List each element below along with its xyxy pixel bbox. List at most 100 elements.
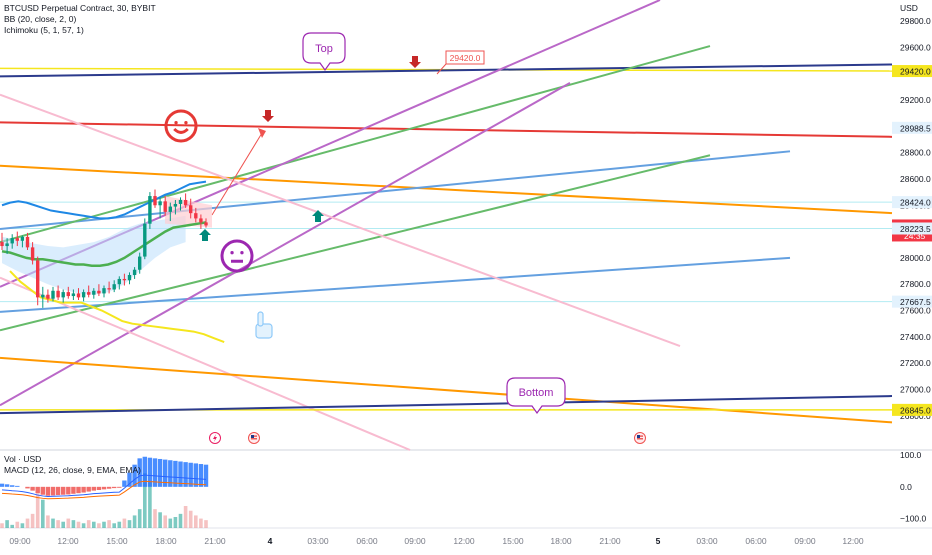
time-axis-label: 15:00: [502, 536, 524, 546]
volume-bar: [168, 518, 173, 528]
macd-histogram-bar: [163, 459, 168, 487]
volume-bar: [0, 523, 4, 528]
price-axis-bg: [892, 0, 932, 550]
price-label-box: [892, 403, 932, 416]
time-axis-label: 12:00: [57, 536, 79, 546]
candle-body: [199, 218, 203, 223]
time-axis-label: 03:00: [307, 536, 329, 546]
vol-legend: Vol · USD: [4, 454, 42, 464]
ichimoku-lagging-span: [9, 270, 225, 344]
price-label-text: 26845.0: [900, 405, 931, 415]
macd-histogram-bar: [183, 462, 188, 487]
candle-body: [46, 294, 50, 299]
candle-body: [183, 200, 188, 206]
bb-legend: BB (20, close, 2, 0): [4, 14, 77, 24]
orange-channel-top: [0, 164, 893, 215]
macd-histogram-bar: [101, 486, 107, 490]
green-trendline-1: [0, 45, 711, 244]
time-axis-label: 06:00: [745, 536, 767, 546]
price-label-box: [892, 65, 932, 78]
price-axis-label: 28800.0: [900, 148, 931, 158]
candles-layer: [0, 189, 208, 308]
macd-line: [1, 474, 207, 497]
volume-bar: [107, 520, 111, 528]
earnings-flash-icon: [209, 432, 221, 444]
navy-trendline-top: [0, 63, 893, 78]
callout-text: Top: [315, 43, 333, 55]
volume-bar: [5, 520, 9, 528]
arrow-down-icon: [262, 110, 274, 122]
candle-body: [168, 206, 172, 212]
time-axis-label: 21:00: [599, 536, 621, 546]
callout-bubble: [302, 32, 346, 72]
macd-histogram-bar: [25, 486, 30, 489]
hand-finger: [257, 311, 264, 327]
macd-histogram-bar: [117, 486, 122, 488]
flag-stripe: [637, 438, 643, 440]
pink-trendline-1: [0, 93, 681, 347]
volume-bar: [183, 506, 188, 528]
price-axis-label: 29200.0: [900, 95, 931, 105]
time-axis-label: 12:00: [842, 536, 864, 546]
price-axis-label: 27800.0: [900, 279, 931, 289]
flag-canton: [637, 435, 640, 438]
price-axis-unit: USD: [900, 3, 918, 13]
arrow-up-icon: [312, 210, 324, 222]
candle-body: [41, 294, 45, 298]
candle-body: [87, 292, 91, 295]
macd-histogram-bar: [15, 485, 20, 487]
macd-histogram-bar: [147, 457, 153, 487]
candle-body: [66, 292, 70, 297]
volume-bar: [51, 518, 55, 528]
sub-pane: [0, 456, 209, 528]
volume-bar: [199, 518, 203, 528]
candle-body: [97, 290, 101, 294]
price-axis-label: 27200.0: [900, 358, 931, 368]
macd-histogram-bar: [198, 464, 204, 487]
us-flag-event-icon: [248, 432, 260, 444]
macd-histogram-bar: [122, 480, 127, 487]
price-label-box: [892, 222, 932, 235]
volume-bar: [66, 518, 71, 528]
candle-body: [15, 238, 19, 241]
time-axis-label: 09:00: [9, 536, 31, 546]
macd-histogram-bar: [45, 486, 51, 496]
purple-trendline-2: [0, 82, 571, 407]
macd-histogram-bar: [173, 460, 178, 487]
macd-histogram-bar: [35, 486, 40, 494]
macd-histogram-bar: [106, 486, 112, 489]
price-annotation-pointer: [436, 63, 447, 75]
arrow-down-icon: [409, 56, 421, 68]
bb-upper-band: [1, 180, 207, 220]
macd-histogram-bar: [178, 461, 183, 487]
face-eye: [184, 121, 188, 125]
volume-bar: [204, 520, 208, 528]
macd-signal-line: [1, 480, 207, 500]
face-outline: [220, 239, 254, 273]
face-eye: [174, 121, 178, 125]
sub-legend: Vol · USD MACD (12, 26, close, 9, EMA, E…: [4, 454, 141, 476]
projection-line: [211, 132, 263, 216]
candle-body: [153, 196, 157, 206]
candle-body: [178, 200, 183, 204]
candle-body: [36, 260, 40, 298]
macd-histogram-bar: [81, 486, 86, 493]
red-resistance-line: [0, 121, 893, 138]
macd-histogram-bar: [30, 486, 35, 491]
bottom-callout: Bottom: [506, 377, 566, 415]
volume-bar: [188, 510, 193, 528]
flash-glyph: [213, 434, 217, 442]
volume-bar: [132, 515, 137, 528]
macd-histogram-bar: [188, 462, 193, 487]
price-annotation-box: [445, 50, 485, 65]
candle-body: [10, 238, 14, 244]
macd-histogram-bar: [157, 458, 163, 487]
macd-histogram-bar: [4, 484, 10, 487]
blue-trendline-mid: [0, 150, 791, 230]
candle-body: [117, 278, 121, 285]
macd-histogram-bar: [71, 486, 76, 494]
volume-bar: [35, 493, 40, 528]
projection-arrowhead: [258, 128, 266, 138]
